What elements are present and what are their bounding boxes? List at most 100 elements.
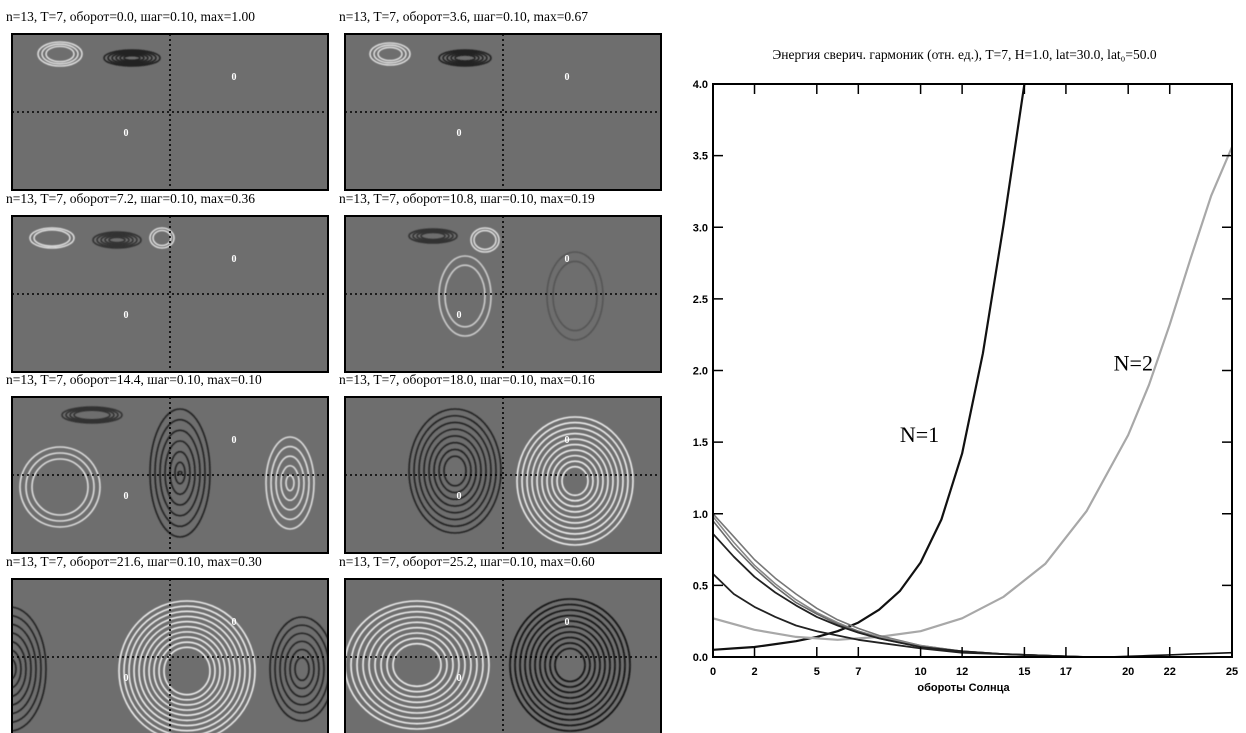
contour-line: [546, 449, 604, 513]
chart-title: Энергия сверич. гармоник (отн. ед.), T=7…: [772, 47, 1157, 62]
contour-line: [280, 464, 300, 502]
contour-line: [350, 605, 484, 725]
contour-panel: 0 0 n=13, T=7, оборот=7.2, шаг=0.10, max=0…: [6, 191, 329, 373]
contour-line: [12, 649, 22, 689]
contour-line: [433, 441, 477, 501]
contour-line: [509, 598, 631, 732]
zero-label: 0: [232, 72, 237, 83]
contour-panel: 0 0 n=13, T=7, оборот=18.0, шаг=0.10, max=…: [339, 372, 662, 554]
panel-frame: [344, 215, 662, 373]
contour-line: [438, 49, 492, 67]
y-tick-label: 0.5: [693, 580, 708, 592]
contour-line: [454, 54, 476, 62]
contour-line: [373, 44, 407, 64]
contour-line: [554, 647, 586, 683]
contour-line: [289, 648, 315, 690]
y-tick-label: 1.5: [693, 437, 708, 449]
contour-line: [438, 448, 472, 494]
contour-line: [418, 421, 492, 521]
contour-line: [438, 255, 492, 337]
contour-line: [470, 227, 500, 253]
panel-frame: [11, 578, 329, 733]
contour-line: [133, 615, 241, 727]
y-tick-label: 3.0: [693, 222, 708, 234]
contour-line: [531, 432, 619, 530]
contour-line: [29, 227, 75, 249]
contour-line: [392, 642, 442, 688]
contour-line: [561, 465, 589, 497]
contour-line: [123, 54, 141, 62]
contour-line: [345, 600, 490, 730]
contour-line: [12, 632, 32, 706]
contour-line: [274, 624, 328, 714]
panel-title: n=13, T=7, оборот=25.2, шаг=0.10, max=0.…: [339, 554, 595, 569]
contour-line: [107, 50, 157, 66]
zero-label: 0: [124, 128, 129, 139]
contour-line: [92, 231, 142, 249]
contour-line: [420, 231, 446, 241]
contour-line: [123, 605, 251, 733]
contour-line: [386, 637, 448, 693]
contour-line: [444, 264, 486, 328]
panel-frame: [11, 33, 329, 191]
contour-line: [138, 620, 236, 722]
panel-frame: [344, 578, 662, 733]
series-line: [713, 651, 1232, 657]
contour-line: [539, 631, 601, 699]
zero-label: 0: [457, 491, 462, 502]
contour-line: [12, 640, 27, 698]
contour-line: [541, 443, 609, 519]
contour-line: [377, 46, 403, 62]
x-tick-label: 0: [710, 666, 716, 678]
panel-frame: [11, 215, 329, 373]
panel-title: n=13, T=7, оборот=21.6, шаг=0.10, max=0.…: [6, 554, 262, 569]
contour-line: [149, 408, 211, 538]
panel-title: n=13, T=7, оборот=10.8, шаг=0.10, max=0.…: [339, 191, 595, 206]
contour-line: [368, 621, 466, 709]
x-tick-label: 2: [751, 666, 757, 678]
x-tick-label: 17: [1060, 666, 1072, 678]
contour-line: [158, 641, 216, 701]
y-tick-label: 4.0: [693, 79, 708, 91]
series-annotation: N=2: [1114, 351, 1153, 376]
x-tick-label: 12: [956, 666, 968, 678]
contour-line: [61, 406, 123, 424]
contour-line: [69, 408, 115, 422]
contour-panel: 0 0 n=13, T=7, оборот=21.6, шаг=0.10, max=…: [6, 554, 329, 733]
contour-line: [12, 606, 47, 732]
zero-label: 0: [124, 491, 129, 502]
x-tick-label: 10: [914, 666, 926, 678]
contour-panels: 0 0 n=13, T=7, оборот=0.0, шаг=0.10, max=1…: [6, 9, 662, 733]
panel-frame: [11, 396, 329, 554]
contour-line: [519, 609, 621, 721]
contour-line: [423, 428, 487, 514]
contour-line: [104, 235, 130, 245]
series-group: [713, 84, 1232, 657]
contour-line: [73, 409, 111, 421]
contour-line: [356, 610, 478, 720]
contour-line: [544, 636, 596, 694]
zero-label: 0: [457, 673, 462, 684]
panel-title: n=13, T=7, оборот=3.6, шаг=0.10, max=0.6…: [339, 9, 588, 24]
y-tick-label: 1.0: [693, 509, 708, 521]
zero-label: 0: [565, 617, 570, 628]
contour-line: [408, 408, 502, 534]
x-tick-label: 22: [1164, 666, 1176, 678]
contour-line: [529, 620, 611, 710]
panel-background: [12, 216, 328, 372]
contour-line: [556, 460, 594, 502]
contour-line: [174, 461, 186, 485]
y-tick-label: 3.5: [693, 151, 708, 163]
panel-background: [345, 216, 661, 372]
contour-line: [549, 642, 591, 688]
contour-line: [118, 600, 256, 733]
zero-label: 0: [457, 128, 462, 139]
contour-line: [408, 228, 458, 244]
panel-frame: [344, 396, 662, 554]
x-tick-label: 15: [1018, 666, 1030, 678]
contour-line: [103, 49, 161, 67]
contour-line: [152, 229, 172, 247]
contour-line: [270, 445, 310, 521]
contour-line: [25, 452, 95, 522]
